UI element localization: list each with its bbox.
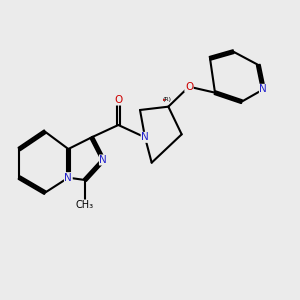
Text: O: O (185, 82, 193, 92)
Text: N: N (64, 173, 72, 183)
Text: N: N (100, 155, 107, 165)
Text: N: N (141, 132, 149, 142)
Text: (R): (R) (162, 97, 171, 102)
Text: N: N (260, 84, 267, 94)
Text: O: O (114, 95, 122, 105)
Text: CH₃: CH₃ (76, 200, 94, 210)
Text: •: • (162, 98, 166, 104)
